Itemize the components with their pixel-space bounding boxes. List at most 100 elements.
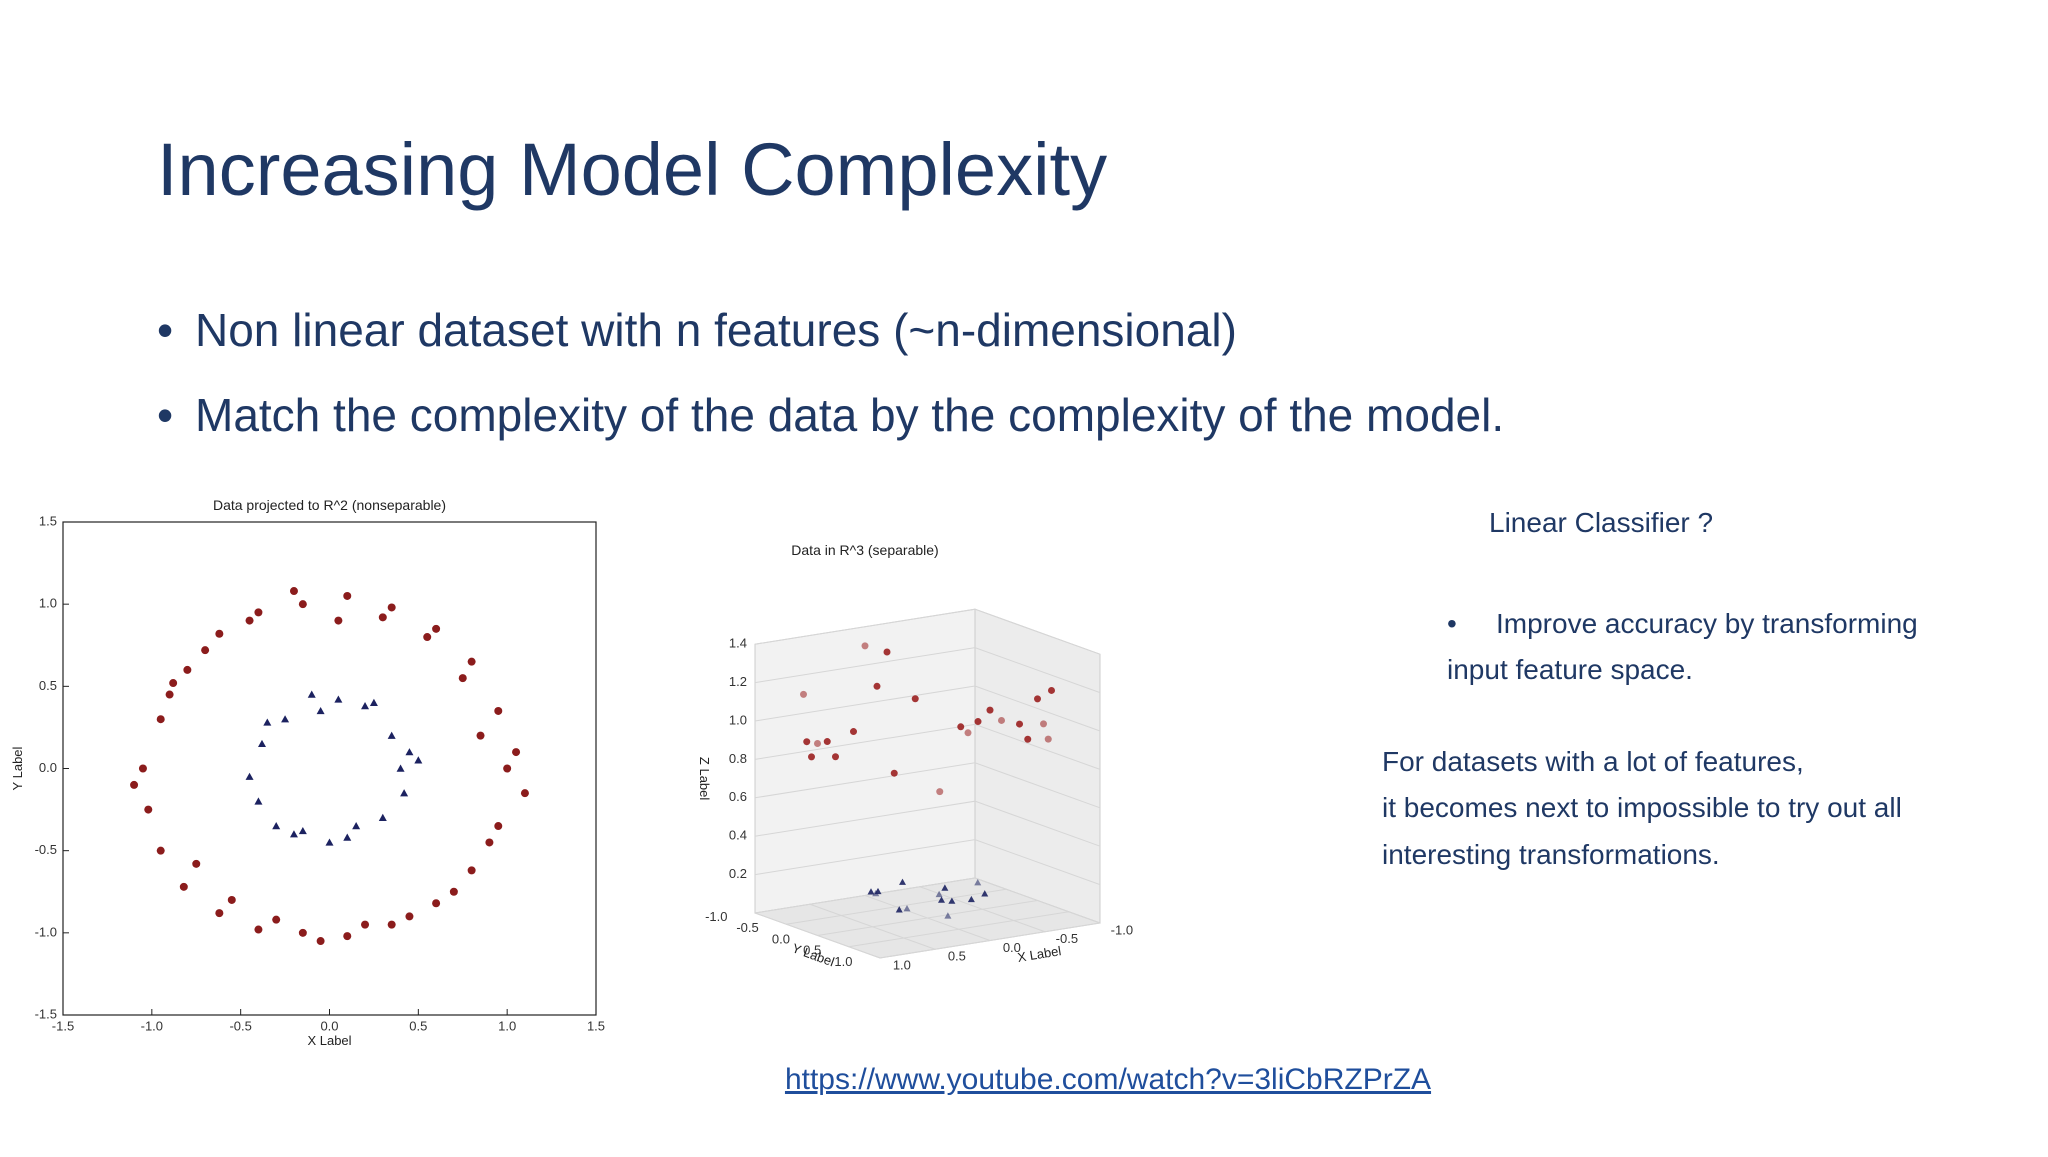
x-tick-label: -1.0	[141, 1018, 163, 1033]
point	[289, 830, 298, 838]
point	[387, 603, 396, 612]
point	[298, 600, 307, 609]
point	[414, 756, 423, 764]
point	[867, 888, 875, 895]
point	[307, 690, 316, 698]
point	[192, 859, 201, 868]
chart-title: Data projected to R^2 (nonseparable)	[213, 497, 446, 513]
point	[378, 813, 387, 821]
y-tick-label: -0.5	[736, 920, 758, 935]
point	[201, 646, 210, 655]
bullet-dot: •	[1447, 608, 1457, 639]
point	[263, 718, 272, 726]
point	[156, 846, 165, 855]
point	[1048, 686, 1055, 694]
point	[449, 887, 458, 896]
point	[343, 591, 352, 600]
grid-line	[754, 723, 1101, 770]
link[interactable]: https://www.youtube.com/watch?v=3liCbRZP…	[785, 1063, 1431, 1096]
point	[272, 915, 281, 924]
y-axis-label: Y Label	[10, 746, 25, 790]
point	[494, 822, 503, 831]
y-tick-label: 1.0	[39, 596, 57, 611]
x-tick-label: 1.0	[498, 1018, 516, 1033]
point	[215, 629, 224, 638]
point	[405, 748, 414, 756]
bullet-dot: •	[157, 304, 173, 356]
point	[343, 932, 352, 941]
grid-line	[754, 839, 1101, 886]
point	[512, 748, 521, 757]
point	[948, 897, 956, 904]
pane	[974, 608, 1101, 924]
bullet: Non linear dataset with n features (~n-d…	[195, 304, 1237, 356]
point	[823, 738, 831, 746]
bullet: Match the complexity of the data by the …	[195, 389, 1504, 441]
point	[974, 718, 982, 726]
point	[144, 805, 153, 814]
y-tick-label: 1.5	[39, 513, 57, 528]
point	[432, 624, 441, 633]
side-paragraph: interesting transformations.	[1382, 839, 1720, 870]
y-tick-label: -0.5	[35, 842, 57, 857]
point	[936, 788, 944, 796]
z-tick-label: 0.6	[729, 789, 747, 804]
point	[361, 920, 370, 929]
side-heading: Linear Classifier ?	[1489, 507, 1713, 538]
grid-line	[786, 888, 1007, 925]
pane	[754, 608, 976, 914]
point	[944, 912, 952, 919]
y-tick-label: -1.0	[35, 924, 57, 939]
side-bullet: Improve accuracy by transforming	[1496, 608, 1918, 639]
x-axis-label: X Label	[307, 1033, 351, 1048]
point	[138, 764, 147, 773]
point	[289, 587, 298, 596]
point	[165, 690, 174, 699]
x-tick-label: 1.5	[587, 1018, 605, 1033]
point	[899, 878, 906, 885]
point	[352, 822, 361, 830]
slide-title: Increasing Model Complexity	[157, 128, 1107, 211]
z-tick-label: 0.8	[729, 751, 747, 766]
point	[873, 682, 881, 690]
side-bullet: input feature space.	[1447, 654, 1693, 685]
point	[957, 723, 965, 731]
point	[1024, 735, 1032, 743]
point	[1044, 735, 1052, 743]
point	[245, 772, 254, 780]
point	[396, 764, 405, 772]
chart-title: Data in R^3 (separable)	[791, 542, 938, 558]
point	[974, 879, 982, 886]
y-tick-label: 0.0	[772, 931, 790, 946]
point	[503, 764, 512, 773]
x-tick-label: 1.0	[893, 957, 911, 972]
point	[361, 702, 370, 710]
grid-line	[754, 608, 1101, 655]
point	[832, 753, 839, 761]
point	[967, 895, 975, 903]
y-tick-label: 1.0	[834, 954, 852, 969]
point	[254, 608, 263, 617]
point	[850, 728, 857, 736]
point	[432, 899, 441, 908]
point	[467, 657, 476, 666]
point	[938, 896, 945, 903]
grid-line	[817, 900, 1038, 936]
point	[941, 884, 949, 891]
point	[874, 887, 882, 895]
grid-line	[754, 685, 1101, 732]
point	[981, 890, 989, 897]
point	[316, 706, 325, 715]
point	[520, 789, 529, 798]
z-tick-label: 1.4	[729, 636, 747, 651]
point	[298, 826, 307, 835]
grid-line	[848, 911, 1069, 948]
point	[964, 729, 972, 737]
x-tick-label: 0.0	[1003, 940, 1021, 955]
point	[883, 648, 891, 656]
point	[387, 920, 396, 929]
y-tick-label: 0.5	[803, 943, 821, 958]
side-paragraph: For datasets with a lot of features,	[1382, 746, 1804, 777]
side-paragraph: it becomes next to impossible to try out…	[1382, 792, 1902, 823]
grid-line	[754, 647, 1101, 694]
